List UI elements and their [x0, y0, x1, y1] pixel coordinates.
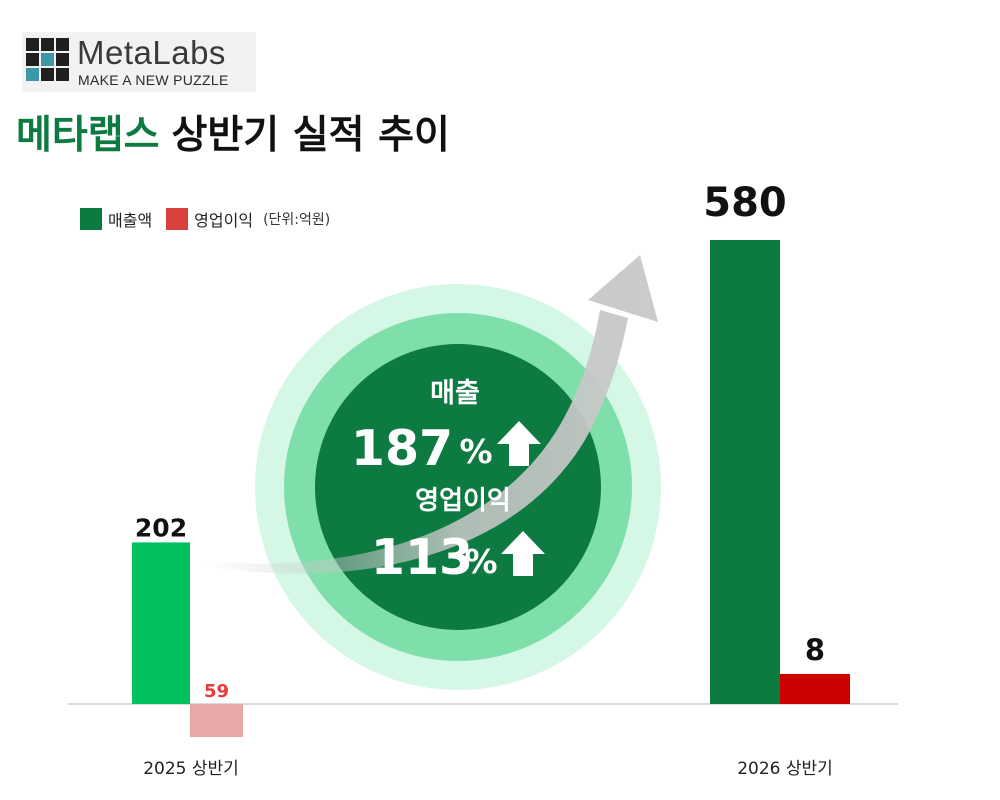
data-label-profit-2026: 8 — [805, 633, 825, 667]
revenue-growth-value: 187 — [351, 420, 453, 477]
puzzle-grid-icon — [26, 38, 69, 81]
data-label-profit-2025: 59 — [204, 681, 229, 702]
revenue-growth-label: 매출 — [430, 378, 480, 409]
x-tick-label-2025: 2025 상반기 — [143, 759, 239, 779]
profit-growth-unit: % — [464, 542, 497, 581]
legend-label-profit: 영업이익 — [194, 211, 254, 230]
profit-growth-label: 영업이익 — [415, 486, 511, 516]
x-tick-label-2026: 2026 상반기 — [737, 759, 833, 779]
legend-swatch-revenue — [80, 208, 102, 230]
data-label-revenue-2025: 202 — [135, 513, 187, 542]
logo-name: MetaLabs — [77, 34, 226, 71]
legend-unit: (단위:억원) — [263, 212, 331, 228]
trend-arrow-icon — [200, 255, 658, 574]
legend-item-profit: 영업이익 — [166, 207, 253, 231]
data-label-revenue-2026: 580 — [703, 180, 787, 226]
title-rest: 상반기 실적 추이 — [171, 113, 450, 158]
legend-label-revenue: 매출액 — [108, 211, 153, 230]
revenue-up-arrow-icon — [497, 421, 541, 466]
legend-item-revenue: 매출액 — [80, 207, 152, 231]
chart-legend: 매출액 영업이익 (단위:억원) — [80, 207, 330, 231]
revenue-growth-unit: % — [459, 432, 492, 471]
metalabs-logo: MetaLabs MAKE A NEW PUZZLE — [22, 32, 256, 92]
profit-up-arrow-icon — [501, 531, 545, 576]
bar-profit-2025 — [190, 704, 243, 738]
bar-revenue-2025 — [132, 542, 190, 704]
page-title: 메타랩스 상반기 실적 추이 — [16, 104, 450, 160]
profit-growth-value: 113 — [371, 529, 473, 586]
title-brand: 메타랩스 — [16, 113, 160, 158]
logo-tagline: MAKE A NEW PUZZLE — [78, 72, 229, 88]
bar-profit-2026 — [780, 673, 850, 704]
bar-revenue-2026 — [710, 240, 780, 704]
legend-swatch-profit — [166, 208, 189, 230]
growth-badge — [255, 284, 661, 690]
